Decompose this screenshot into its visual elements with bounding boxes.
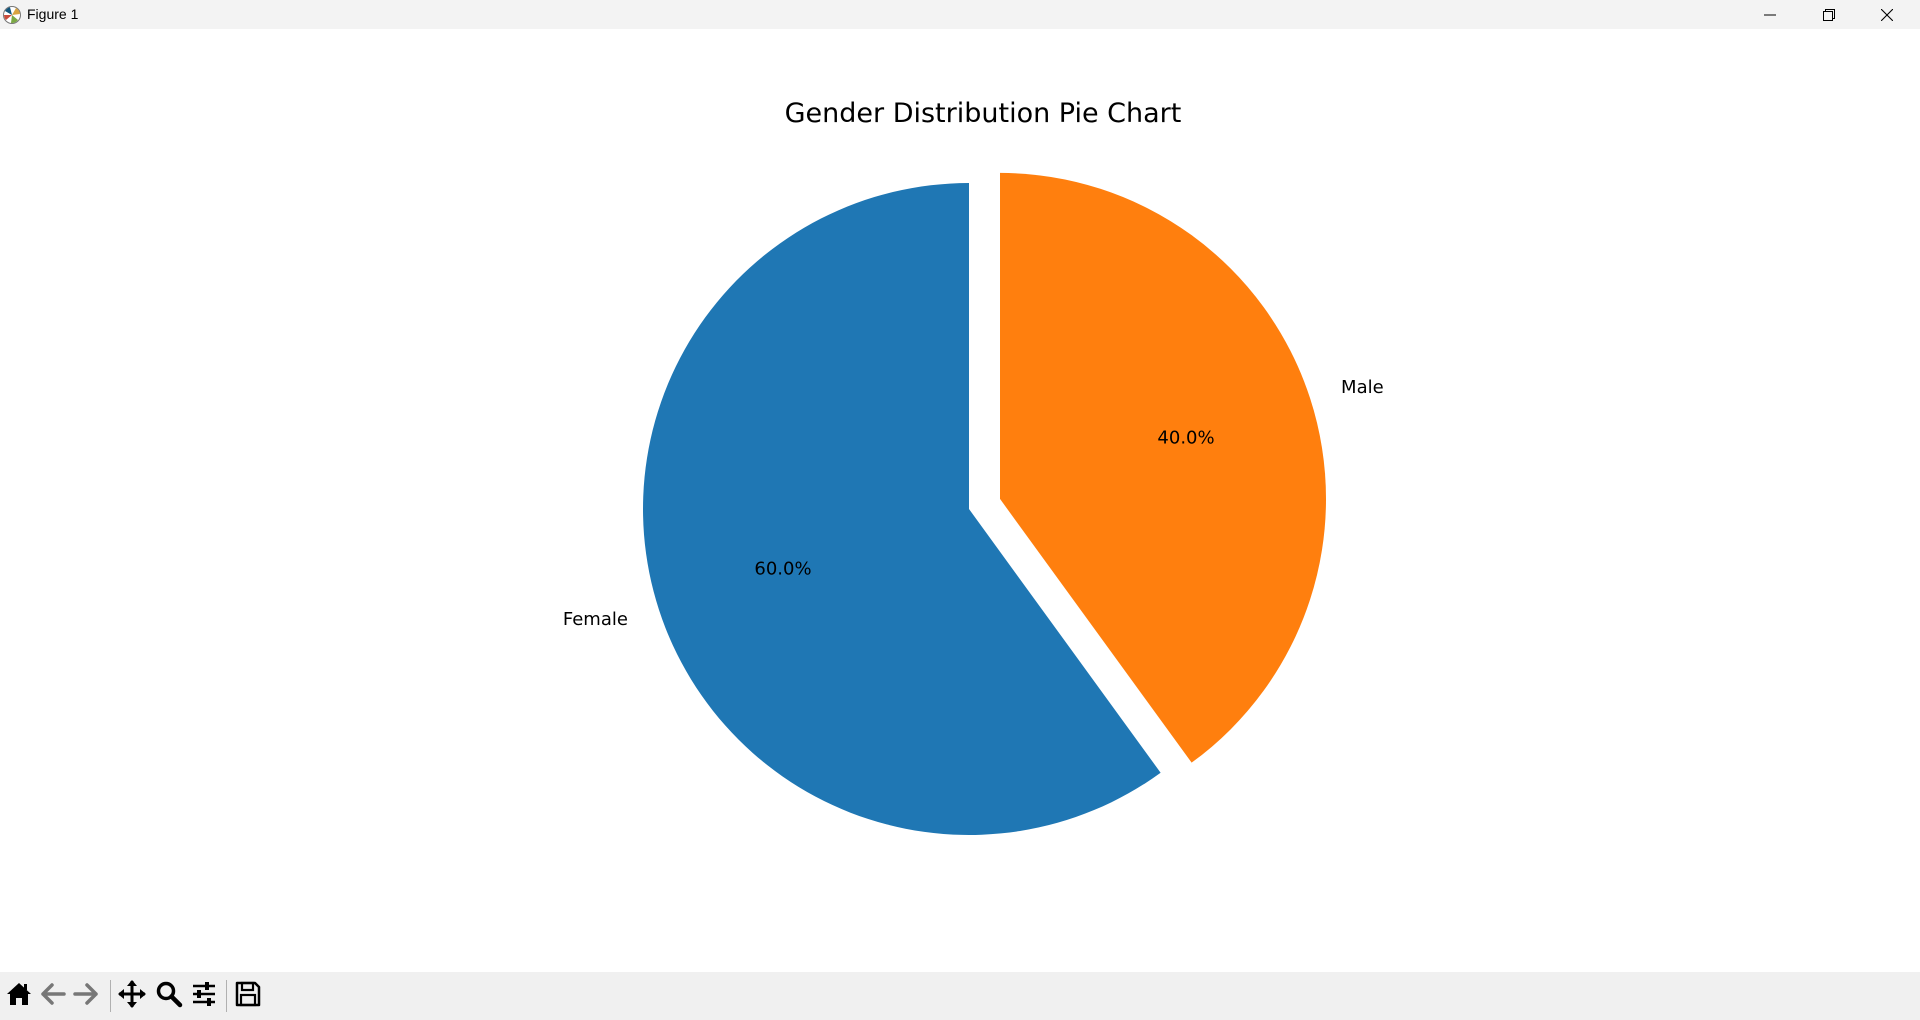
window-title: Figure 1 bbox=[27, 6, 79, 22]
title-bar: Figure 1 bbox=[0, 0, 1920, 29]
home-icon bbox=[5, 980, 33, 1012]
zoom-magnifier-icon bbox=[155, 980, 183, 1012]
save-button[interactable] bbox=[232, 978, 264, 1014]
chart-title: Gender Distribution Pie Chart bbox=[785, 98, 1182, 129]
back-arrow-icon bbox=[39, 980, 67, 1012]
home-button[interactable] bbox=[3, 978, 35, 1014]
back-button[interactable] bbox=[37, 978, 69, 1014]
restore-icon bbox=[1823, 8, 1835, 21]
forward-button[interactable] bbox=[70, 978, 102, 1014]
close-icon bbox=[1881, 8, 1893, 21]
pie-slice-female bbox=[643, 183, 1161, 836]
pie-chart: Gender Distribution Pie Chart Female 60.0… bbox=[563, 98, 1384, 836]
toolbar-separator bbox=[110, 980, 111, 1012]
toolbar-separator bbox=[226, 980, 227, 1012]
configure-subplots-icon bbox=[190, 980, 218, 1012]
pan-move-icon bbox=[117, 979, 147, 1013]
pie-slice-male bbox=[1000, 172, 1327, 763]
matplotlib-icon bbox=[2, 5, 22, 25]
slice-percent-female: 60.0% bbox=[754, 558, 811, 579]
forward-arrow-icon bbox=[72, 980, 100, 1012]
slice-label-male: Male bbox=[1341, 377, 1384, 398]
slice-percent-male: 40.0% bbox=[1157, 427, 1214, 448]
minimize-icon bbox=[1764, 9, 1776, 21]
minimize-button[interactable] bbox=[1741, 0, 1799, 29]
pan-button[interactable] bbox=[116, 978, 148, 1014]
navigation-toolbar bbox=[0, 972, 1920, 1020]
pie-slices bbox=[643, 172, 1327, 836]
configure-subplots-button[interactable] bbox=[188, 978, 220, 1014]
restore-button[interactable] bbox=[1800, 0, 1858, 29]
pie-labels: Female 60.0% Male 40.0% bbox=[563, 377, 1384, 630]
save-floppy-icon bbox=[234, 980, 262, 1012]
close-button[interactable] bbox=[1858, 0, 1916, 29]
zoom-button[interactable] bbox=[153, 978, 185, 1014]
figure-canvas[interactable]: Gender Distribution Pie Chart Female 60.0… bbox=[0, 29, 1920, 972]
slice-label-female: Female bbox=[563, 609, 628, 630]
